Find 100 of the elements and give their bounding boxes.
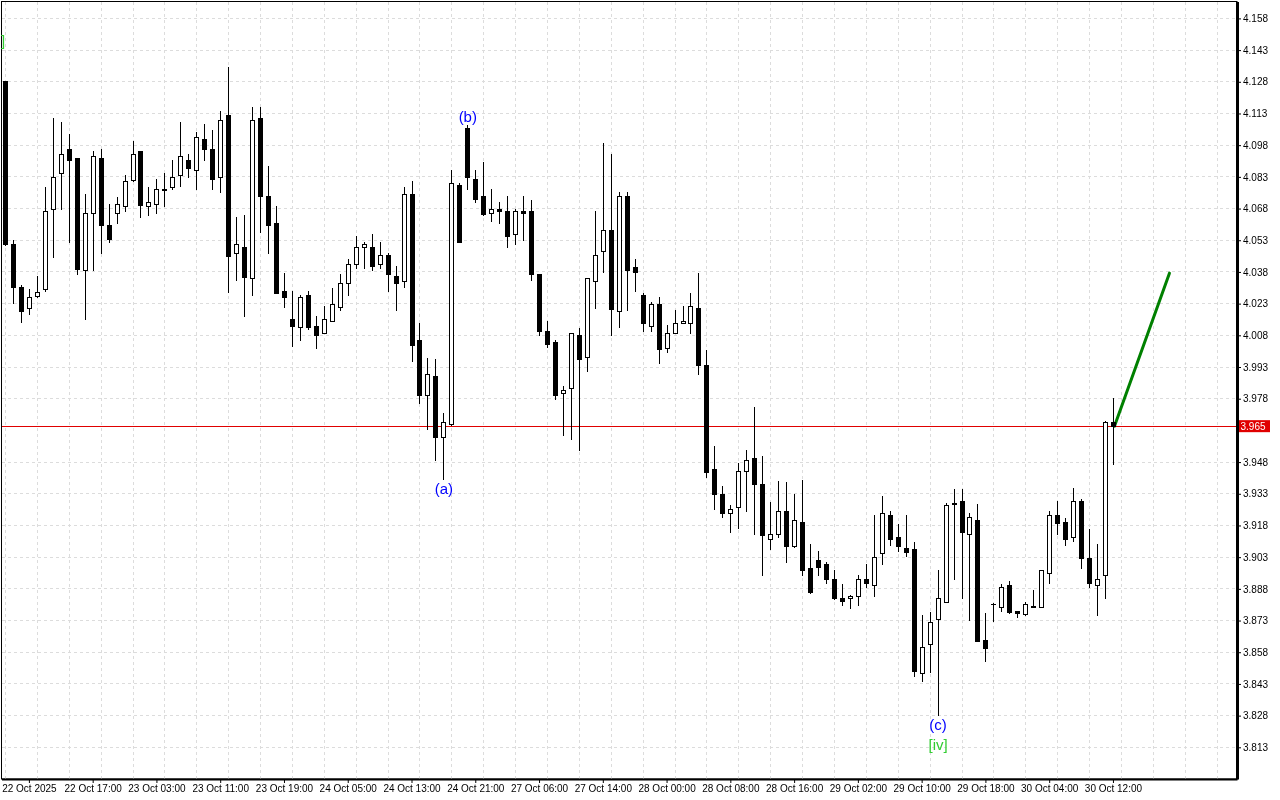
- candlestick: [688, 292, 694, 335]
- candlestick: [895, 523, 901, 553]
- x-tick-label: 22 Oct 17:00: [64, 783, 123, 795]
- y-tick-label: 3.993: [1243, 361, 1269, 373]
- x-tick-label: 24 Oct 21:00: [447, 783, 505, 795]
- candlestick: [951, 488, 957, 581]
- candlestick: [393, 265, 399, 312]
- candlestick: [353, 235, 359, 270]
- y-tick-label: 4.143: [1243, 44, 1269, 56]
- candlestick: [154, 178, 160, 215]
- y-tick-label: 3.813: [1243, 742, 1269, 754]
- candlestick: [600, 142, 606, 274]
- candlestick: [744, 449, 750, 513]
- x-tick-label: 28 Oct 16:00: [765, 783, 824, 795]
- candlestick: [58, 121, 64, 211]
- candlestick: [672, 309, 678, 335]
- candlestick: [337, 273, 343, 312]
- y-tick-label: 3.828: [1243, 710, 1269, 722]
- x-tick-label: 27 Oct 06:00: [510, 783, 569, 795]
- annotation: (c): [929, 715, 947, 733]
- candlestick: [377, 241, 383, 270]
- candlestick: [664, 324, 670, 354]
- candlestick: [146, 186, 152, 217]
- x-tick-label: 23 Oct 03:00: [128, 783, 186, 795]
- y-tick-label: 4.068: [1243, 203, 1269, 215]
- y-tick-label: 4.038: [1243, 266, 1269, 278]
- candlestick: [720, 485, 726, 519]
- candlestick: [1055, 500, 1061, 536]
- candlestick: [1031, 589, 1037, 608]
- y-tick-label: 3.978: [1243, 393, 1269, 405]
- candlestick: [489, 188, 495, 223]
- candlestick: [361, 241, 367, 270]
- candlestick: [1095, 543, 1101, 617]
- candlestick: [170, 159, 176, 191]
- y-tick-label: 3.933: [1243, 488, 1269, 500]
- candlestick: [18, 284, 24, 324]
- candlestick: [1063, 517, 1069, 547]
- candlestick: [768, 501, 774, 551]
- candlestick: [313, 315, 319, 350]
- x-tick-label: 29 Oct 18:00: [957, 783, 1015, 795]
- y-tick-label: 4.053: [1243, 234, 1269, 246]
- candlestick: [903, 514, 909, 558]
- candlestick: [1110, 397, 1116, 466]
- candlestick: [178, 121, 184, 188]
- candlestick: [632, 258, 638, 293]
- y-tick-label: 3.873: [1243, 615, 1269, 627]
- candlestick: [202, 123, 208, 162]
- candlestick: [831, 569, 837, 601]
- candlestick: [162, 172, 168, 208]
- candlestick: [234, 216, 240, 282]
- y-tick-label: 3.903: [1243, 551, 1269, 563]
- x-tick-label: 30 Oct 04:00: [1021, 783, 1079, 795]
- x-tick-label: 24 Oct 13:00: [383, 783, 442, 795]
- candlestick: [855, 574, 861, 607]
- candlestick: [289, 290, 295, 348]
- y-tick-label: 4.008: [1243, 330, 1269, 342]
- candlestick: [824, 561, 829, 585]
- y-tick-label: 3.888: [1243, 583, 1269, 595]
- candlestick: [513, 208, 519, 246]
- candlestick: [839, 583, 845, 607]
- y-tick-label: 4.023: [1243, 298, 1269, 310]
- candlestick: [481, 161, 487, 217]
- x-tick-label: 28 Oct 08:00: [702, 783, 760, 795]
- candlestick: [106, 203, 112, 244]
- y-tick-label: 3.918: [1243, 520, 1269, 532]
- candlestick: [114, 196, 120, 225]
- candlestick: [369, 233, 375, 272]
- y-tick-label: 3.858: [1243, 646, 1269, 658]
- candlestick: [385, 252, 391, 293]
- candlestick: [927, 611, 933, 674]
- y-tick-label: 3.948: [1243, 456, 1269, 468]
- annotation: (a): [434, 480, 454, 498]
- candlestick: [680, 305, 686, 324]
- y-tick-label: 4.158: [1243, 13, 1269, 25]
- candlestick: [26, 288, 32, 316]
- candlestick: [473, 169, 479, 204]
- candlestick: [281, 272, 287, 309]
- candlestick: [776, 480, 782, 539]
- candlestick: [728, 504, 734, 534]
- candlestick: [967, 512, 973, 622]
- candlestick: [329, 287, 335, 323]
- candlestick: [34, 275, 40, 299]
- candlestick: [999, 583, 1005, 613]
- annotation: ]: [1, 31, 6, 49]
- x-tick-label: 22 Oct 2025: [2, 783, 58, 795]
- candlestick: [66, 133, 72, 244]
- x-tick-label: 23 Oct 19:00: [255, 783, 314, 795]
- candlestick: [521, 195, 527, 242]
- x-tick-label: 24 Oct 05:00: [319, 783, 378, 795]
- x-tick-label: 29 Oct 02:00: [829, 783, 888, 795]
- candlestick: [345, 258, 351, 297]
- candlestick: [648, 301, 654, 333]
- annotation: [iv]: [928, 735, 948, 753]
- candlestick: [983, 612, 989, 663]
- y-tick-label: 4.083: [1243, 171, 1269, 183]
- candlestick: [186, 153, 192, 179]
- x-tick-label: 23 Oct 11:00: [192, 783, 250, 795]
- candlestick: [863, 563, 869, 589]
- annotation: (b): [458, 108, 477, 126]
- candlestick: [816, 550, 822, 577]
